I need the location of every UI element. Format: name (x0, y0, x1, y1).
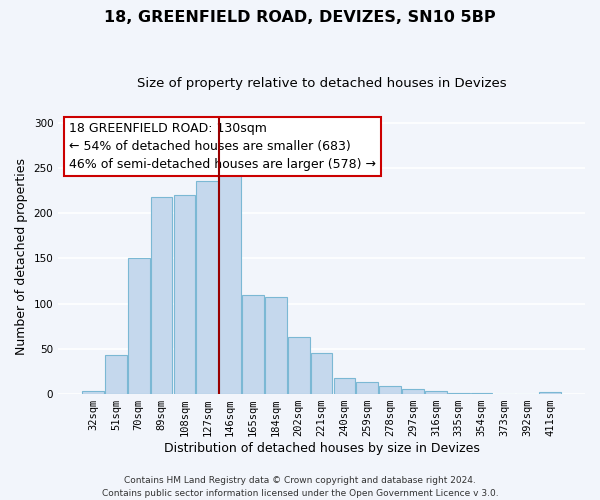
Bar (539, 392, 561, 394)
Bar (151, 197, 172, 394)
Bar (265, 297, 287, 394)
Bar (128, 258, 149, 394)
Bar (356, 382, 378, 394)
Bar (311, 354, 332, 394)
Text: 18 GREENFIELD ROAD: 130sqm
← 54% of detached houses are smaller (683)
46% of sem: 18 GREENFIELD ROAD: 130sqm ← 54% of deta… (69, 122, 376, 171)
Bar (425, 392, 447, 394)
Bar (379, 386, 401, 394)
Bar (196, 180, 218, 394)
Bar (242, 294, 264, 394)
Title: Size of property relative to detached houses in Devizes: Size of property relative to detached ho… (137, 78, 506, 90)
Bar (82, 392, 104, 394)
Bar (448, 393, 470, 394)
Bar (105, 355, 127, 394)
Bar (219, 170, 241, 394)
Y-axis label: Number of detached properties: Number of detached properties (15, 158, 28, 354)
Bar (173, 195, 195, 394)
Text: Contains HM Land Registry data © Crown copyright and database right 2024.
Contai: Contains HM Land Registry data © Crown c… (101, 476, 499, 498)
Bar (288, 337, 310, 394)
Bar (471, 393, 493, 394)
Bar (334, 378, 355, 394)
X-axis label: Distribution of detached houses by size in Devizes: Distribution of detached houses by size … (164, 442, 479, 455)
Text: 18, GREENFIELD ROAD, DEVIZES, SN10 5BP: 18, GREENFIELD ROAD, DEVIZES, SN10 5BP (104, 10, 496, 25)
Bar (402, 388, 424, 394)
